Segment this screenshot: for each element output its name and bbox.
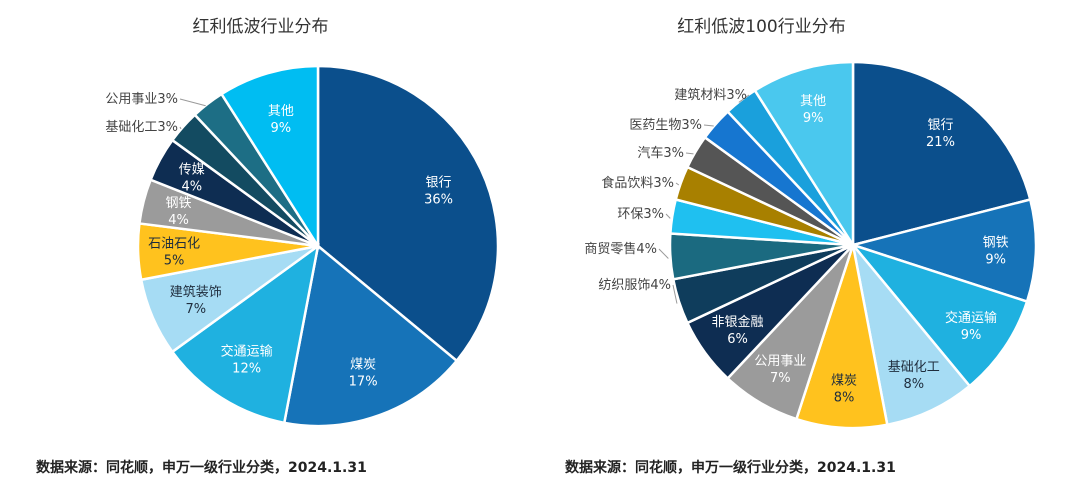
leader-line bbox=[685, 152, 694, 155]
slice-category-label: 钢铁 bbox=[166, 196, 192, 211]
right-source-note: 数据来源：同花顺，申万一级行业分类，2024.1.31 bbox=[565, 460, 896, 476]
right-chart-panel: 红利低波100行业分布 银行 21% 钢铁 9% 交通运输 9% 基础化工 8% 煤炭 8% 公用事… bbox=[541, 0, 1082, 497]
pie-slice-right-14 bbox=[753, 60, 855, 250]
leader-line bbox=[658, 248, 669, 259]
slice-category-label: 建筑装饰 bbox=[170, 284, 222, 300]
pie-slice-right-0 bbox=[851, 60, 1032, 247]
slice-category-label: 公用事业 bbox=[754, 354, 806, 369]
pie-slice-right-1 bbox=[848, 197, 1038, 304]
slice-category-label: 交通运输 bbox=[945, 310, 997, 326]
pie-slice-right-2 bbox=[849, 242, 1029, 388]
left-chart-panel: 红利低波行业分布 银行 36% 煤炭 17% 交通运输 12% 建筑装饰 7% 石油石化 5% 钢铁… bbox=[36, 17, 500, 476]
outside-slice-label: 基础化工3% bbox=[105, 120, 178, 135]
slice-category-label: 煤炭 bbox=[831, 373, 857, 388]
slice-category-label: 石油石化 bbox=[148, 237, 200, 252]
leader-line bbox=[672, 284, 678, 304]
slice-category-label: 交通运输 bbox=[221, 343, 273, 359]
slice-value-label: 9% bbox=[985, 252, 1006, 267]
outside-slice-label: 环保3% bbox=[617, 207, 664, 222]
slice-value-label: 8% bbox=[903, 377, 924, 392]
leader-line bbox=[738, 94, 750, 103]
outside-slice-label: 食品饮料3% bbox=[601, 175, 674, 191]
slice-value-label: 21% bbox=[926, 135, 955, 150]
slice-value-label: 9% bbox=[961, 328, 982, 343]
outside-slice-label: 商贸零售4% bbox=[584, 241, 657, 257]
slice-value-label: 17% bbox=[349, 374, 378, 389]
pie-slice-right-4 bbox=[794, 244, 889, 430]
slice-category-label: 银行 bbox=[927, 118, 953, 133]
slice-value-label: 4% bbox=[168, 213, 189, 228]
outside-slice-label: 医药生物3% bbox=[629, 118, 702, 133]
pie-slice-right-3 bbox=[851, 244, 972, 427]
leader-line bbox=[179, 98, 206, 107]
right-pie-chart: 银行 21% 钢铁 9% 交通运输 9% 基础化工 8% 煤炭 8% 公用事业 7% 非银金融 6% 其他 9… bbox=[584, 60, 1038, 430]
leader-line bbox=[179, 126, 182, 130]
slice-value-label: 4% bbox=[181, 180, 202, 195]
slice-value-label: 9% bbox=[271, 121, 292, 136]
slice-value-label: 7% bbox=[185, 302, 206, 317]
slice-value-label: 5% bbox=[164, 254, 185, 269]
slice-value-label: 6% bbox=[727, 332, 748, 347]
slice-category-label: 钢铁 bbox=[983, 235, 1009, 250]
leader-line bbox=[675, 182, 680, 186]
slice-value-label: 7% bbox=[770, 371, 791, 386]
slice-category-label: 非银金融 bbox=[712, 314, 764, 330]
outside-slice-label: 建筑材料3% bbox=[674, 87, 747, 103]
slice-value-label: 8% bbox=[834, 390, 855, 405]
slice-category-label: 其他 bbox=[268, 104, 294, 119]
slice-value-label: 12% bbox=[232, 361, 261, 376]
left-chart-title: 红利低波行业分布 bbox=[192, 17, 329, 37]
slice-value-label: 36% bbox=[424, 192, 453, 207]
pie-slice-left-1 bbox=[282, 243, 459, 428]
slice-category-label: 煤炭 bbox=[350, 357, 376, 372]
slice-category-label: 基础化工 bbox=[888, 360, 940, 375]
left-pie-chart: 银行36%煤炭17%交通运输12%建筑装饰7%石油石化5%钢铁4%传媒4%其他9… bbox=[105, 64, 500, 428]
slice-category-label: 银行 bbox=[426, 175, 452, 190]
leader-line bbox=[665, 213, 671, 219]
pie-slice-left-2 bbox=[170, 243, 320, 425]
right-chart-title: 红利低波100行业分布 bbox=[677, 17, 846, 37]
outside-slice-label: 公用事业3% bbox=[105, 92, 178, 107]
outside-slice-label: 汽车3% bbox=[637, 145, 684, 161]
slice-category-label: 传媒 bbox=[179, 163, 205, 178]
slice-category-label: 其他 bbox=[800, 94, 826, 109]
outside-slice-label: 纺织服饰4% bbox=[598, 278, 671, 293]
leader-line bbox=[703, 124, 714, 127]
pie-slice-left-0 bbox=[316, 64, 500, 363]
pie-slice-left-9 bbox=[219, 64, 320, 251]
left-source-note: 数据来源：同花顺，申万一级行业分类，2024.1.31 bbox=[36, 460, 367, 476]
slice-value-label: 9% bbox=[803, 111, 824, 126]
